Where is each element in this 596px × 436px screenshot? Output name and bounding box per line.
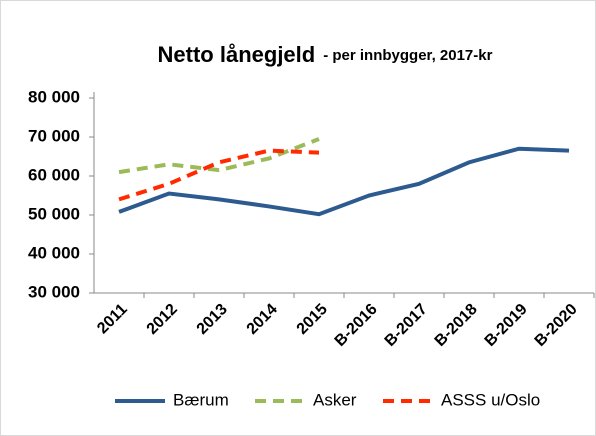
legend-label: Asker bbox=[313, 390, 357, 409]
series-line bbox=[118, 137, 320, 175]
y-tick-label: 80 000 bbox=[28, 87, 80, 106]
chart-subtitle: - per innbygger, 2017-kr bbox=[323, 47, 492, 64]
series-line bbox=[118, 146, 570, 217]
chart-heading: Netto lånegjeld - per innbygger, 2017-kr bbox=[158, 42, 493, 67]
chart-title: Netto lånegjeld bbox=[158, 42, 316, 67]
legend-label: ASSS u/Oslo bbox=[441, 390, 540, 409]
y-tick-label: 70 000 bbox=[28, 126, 80, 145]
y-tick-label: 40 000 bbox=[28, 243, 80, 262]
legend-label: Bærum bbox=[173, 390, 229, 409]
y-tick-label: 60 000 bbox=[28, 165, 80, 184]
y-tick-label: 30 000 bbox=[28, 282, 80, 301]
y-tick-label: 50 000 bbox=[28, 204, 80, 223]
